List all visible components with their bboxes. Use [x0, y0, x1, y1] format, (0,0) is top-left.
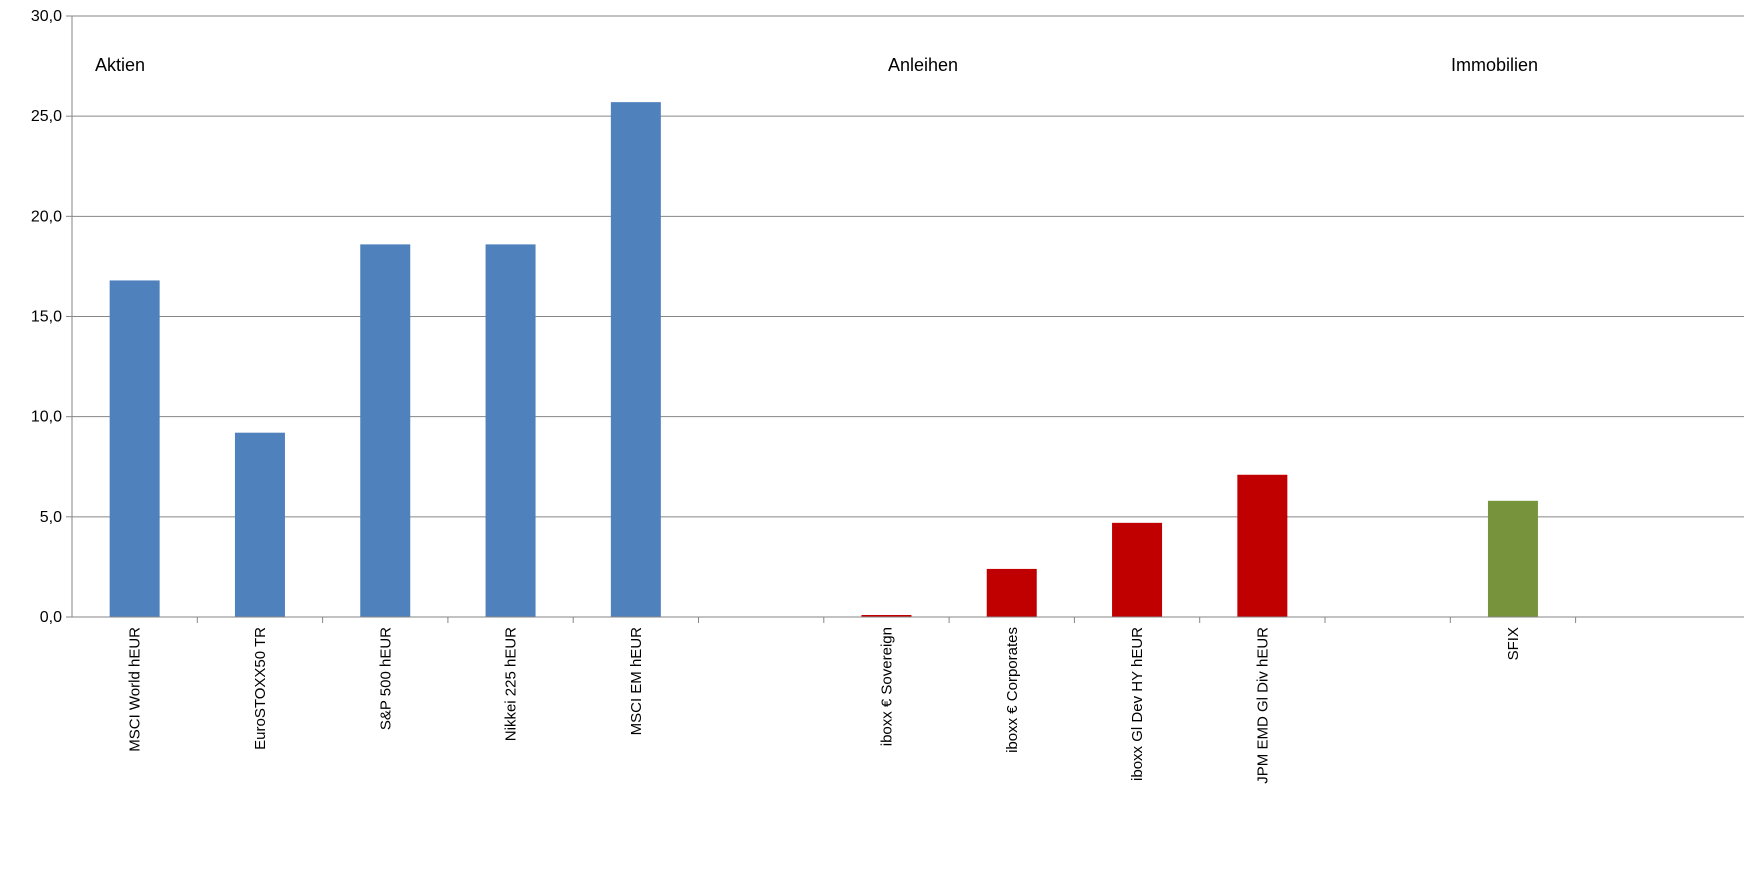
label-layer: Aktien Anleihen Immobilien — [95, 55, 1538, 75]
x-tick-label: MSCI EM hEUR — [628, 627, 645, 736]
x-tick-label: EuroSTOXX50 TR — [252, 627, 269, 750]
x-tick-label: iboxx € Sovereign — [878, 627, 895, 746]
grid-layer — [72, 15, 1744, 618]
bar — [986, 568, 1037, 617]
x-tick-label: S&P 500 hEUR — [377, 627, 394, 730]
x-tick-label: SFIX — [1505, 627, 1522, 660]
bar — [360, 244, 411, 617]
x-tick-label: MSCI World hEUR — [127, 627, 144, 752]
y-tick-label: 0,0 — [40, 609, 62, 626]
x-tick-label: iboxx € Corporates — [1004, 627, 1021, 753]
y-tick-label: 25,0 — [31, 108, 62, 125]
bar — [485, 244, 536, 617]
bar — [1487, 500, 1538, 617]
x-tick-label: Nikkei 225 hEUR — [503, 627, 520, 741]
bar — [861, 614, 912, 617]
y-tick-label: 10,0 — [31, 409, 62, 426]
group-label-immobilien: Immobilien — [1451, 55, 1538, 75]
bar-layer — [109, 102, 1538, 618]
bar — [610, 102, 661, 618]
y-tick-label: 15,0 — [31, 309, 62, 326]
bar — [1112, 522, 1163, 617]
bar — [1237, 474, 1288, 617]
y-tick-label: 30,0 — [31, 8, 62, 25]
bar — [109, 280, 160, 617]
y-tick-label: 5,0 — [40, 509, 62, 526]
x-tick-label: JPM EMD Gl Div hEUR — [1254, 627, 1271, 784]
axis-layer: 0,0 5,0 10,0 15,0 20,0 25,0 30,0 MSCI World hEU… — [31, 8, 1744, 784]
x-tick-label: iboxx Gl Dev HY hEUR — [1129, 627, 1146, 781]
bar — [234, 432, 285, 617]
y-tick-label: 20,0 — [31, 208, 62, 225]
group-label-aktien: Aktien — [95, 55, 145, 75]
group-label-anleihen: Anleihen — [888, 55, 958, 75]
